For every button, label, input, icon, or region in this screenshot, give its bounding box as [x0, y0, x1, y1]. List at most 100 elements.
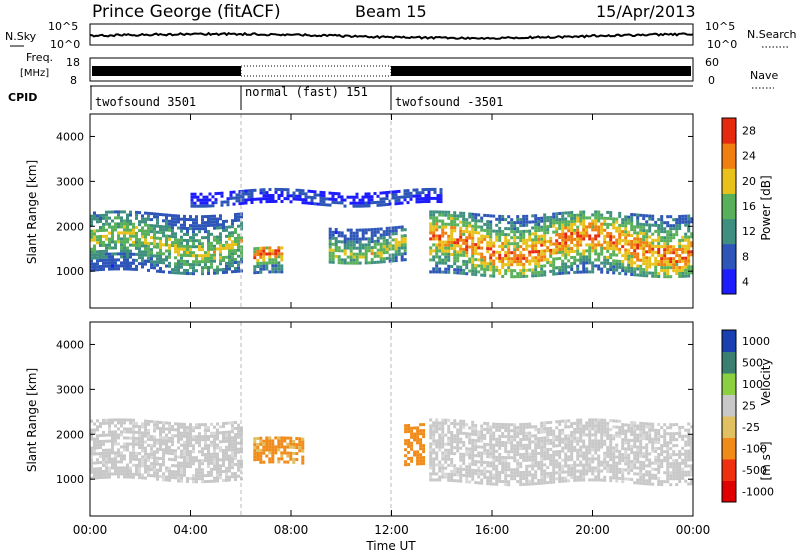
echo-cell: [519, 462, 523, 466]
echo-cell: [666, 224, 670, 228]
echo-cell: [552, 471, 556, 475]
echo-cell: [331, 242, 335, 246]
echo-cell: [196, 195, 200, 199]
echo-cell: [495, 470, 499, 474]
echo-cell: [627, 215, 631, 219]
echo-cell: [522, 431, 526, 435]
echo-cell: [585, 433, 589, 437]
echo-cell: [162, 460, 165, 464]
echo-cell: [609, 238, 613, 242]
echo-cell: [528, 443, 532, 447]
echo-cell: [540, 424, 544, 428]
echo-cell: [564, 479, 568, 483]
echo-cell: [621, 423, 625, 427]
echo-cell: [675, 272, 679, 276]
echo-cell: [416, 432, 420, 436]
echo-cell: [138, 443, 141, 447]
echo-cell: [639, 439, 643, 443]
echo-cell: [519, 230, 523, 234]
echo-cell: [141, 431, 144, 435]
echo-cell: [495, 479, 499, 483]
echo-cell: [96, 262, 99, 266]
echo-cell: [651, 473, 655, 477]
echo-cell: [600, 433, 604, 437]
echo-cell: [419, 438, 423, 442]
echo-cell: [633, 243, 637, 247]
echo-cell: [630, 270, 634, 273]
echo-cell: [444, 454, 448, 458]
echo-cell: [117, 252, 120, 256]
echo-cell: [516, 450, 520, 454]
echo-cell: [159, 448, 162, 451]
echo-cell: [642, 241, 646, 245]
echo-cell: [96, 256, 99, 260]
echo-cell: [432, 249, 436, 253]
echo-cell: [546, 451, 550, 455]
echo-cell: [310, 196, 314, 199]
echo-cell: [648, 482, 652, 486]
echo-cell: [456, 268, 460, 272]
echo-cell: [516, 254, 520, 258]
echo-cell: [678, 224, 682, 227]
echo-cell: [120, 472, 123, 476]
echo-cell: [153, 212, 156, 216]
echo-cell: [441, 418, 445, 422]
echo-cell: [438, 427, 442, 431]
echo-cell: [633, 439, 637, 443]
echo-cell: [234, 228, 237, 231]
echo-cell: [549, 432, 553, 436]
echo-cell: [132, 451, 135, 455]
echo-cell: [432, 469, 436, 473]
echo-cell: [274, 436, 278, 440]
echo-cell: [358, 261, 362, 265]
echo-cell: [147, 473, 150, 477]
echo-cell: [271, 457, 275, 461]
echo-cell: [295, 452, 299, 456]
echo-cell: [612, 419, 616, 423]
power-colorbar-swatch: [722, 243, 736, 270]
echo-cell: [183, 425, 186, 429]
echo-cell: [441, 421, 445, 425]
echo-cell: [561, 238, 565, 242]
echo-cell: [690, 482, 694, 486]
echo-cell: [576, 439, 580, 443]
echo-cell: [573, 439, 577, 443]
echo-cell: [123, 457, 126, 461]
echo-cell: [594, 258, 598, 262]
echo-cell: [588, 249, 592, 253]
echo-cell: [657, 462, 661, 465]
echo-cell: [376, 194, 380, 198]
echo-cell: [690, 217, 694, 221]
echo-cell: [93, 256, 96, 260]
echo-cell: [117, 436, 120, 440]
echo-cell: [298, 197, 302, 201]
echo-cell: [364, 261, 368, 265]
echo-cell: [564, 235, 568, 239]
echo-cell: [186, 254, 189, 257]
echo-cell: [639, 225, 643, 229]
echo-cell: [204, 459, 207, 463]
echo-cell: [126, 267, 129, 271]
echo-cell: [540, 421, 544, 425]
echo-cell: [600, 252, 604, 256]
echo-cell: [468, 447, 472, 451]
echo-cell: [627, 477, 631, 481]
echo-cell: [183, 449, 186, 453]
echo-cell: [313, 202, 317, 206]
echo-cell: [198, 426, 201, 430]
echo-cell: [450, 473, 454, 476]
echo-cell: [669, 453, 673, 457]
echo-cell: [492, 265, 496, 269]
echo-cell: [690, 452, 694, 456]
echo-cell: [204, 224, 207, 228]
echo-cell: [385, 256, 389, 260]
echo-cell: [198, 474, 201, 478]
echo-cell: [678, 471, 682, 474]
echo-cell: [159, 213, 162, 216]
echo-cell: [189, 254, 192, 258]
echo-cell: [573, 463, 577, 467]
echo-cell: [483, 258, 487, 262]
echo-cell: [388, 190, 392, 194]
echo-cell: [615, 467, 619, 471]
echo-cell: [391, 229, 395, 233]
